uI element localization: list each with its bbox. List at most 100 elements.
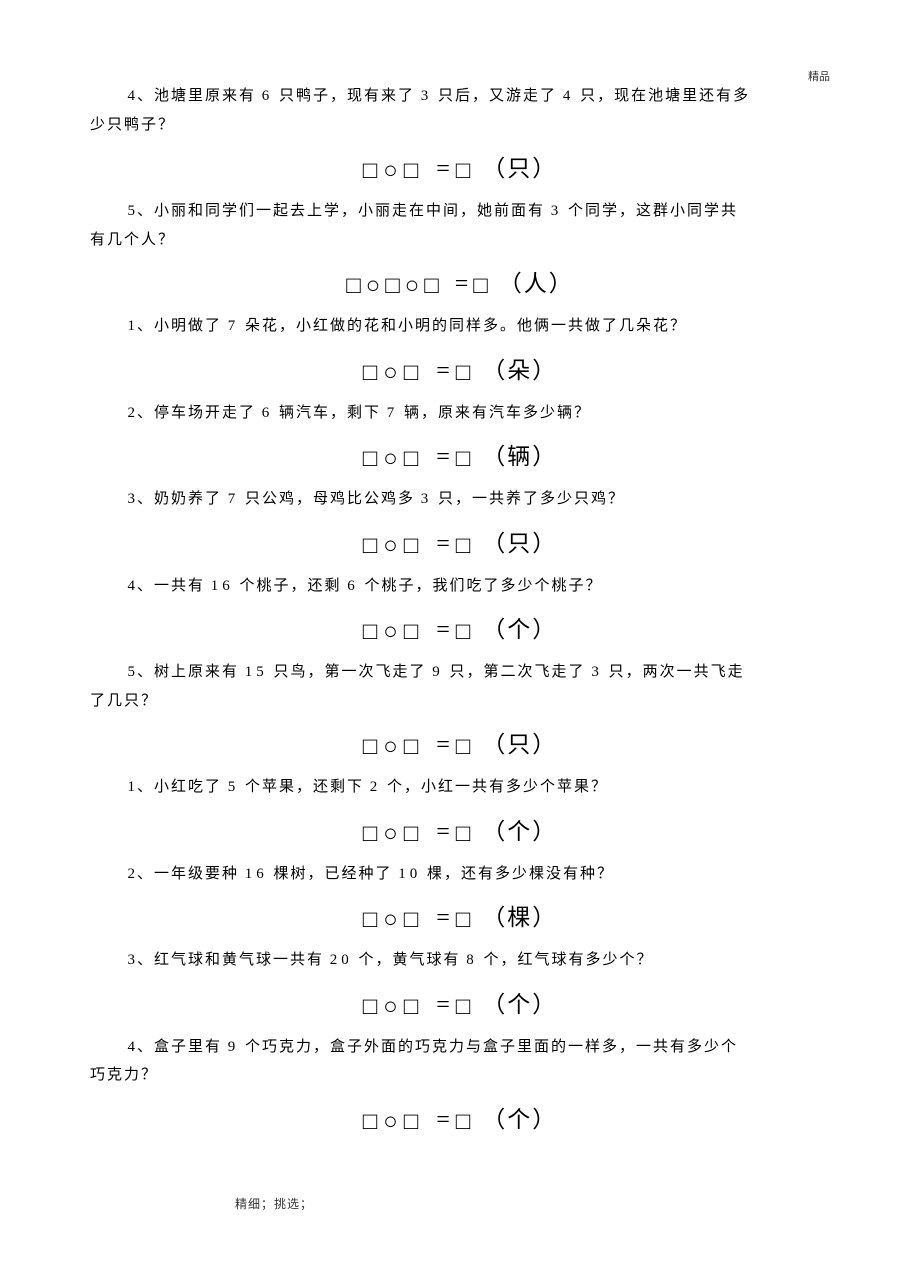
unit: （棵） bbox=[482, 905, 557, 930]
box-icon: □ bbox=[363, 1109, 384, 1136]
box-icon: □ bbox=[404, 158, 425, 185]
equals-icon: = bbox=[436, 732, 456, 758]
box-icon: □ bbox=[385, 273, 405, 300]
t: 个，红气球有多少个？ bbox=[478, 952, 654, 968]
t: 个，小红一共有多少个苹果？ bbox=[381, 779, 608, 795]
equation-line: □○□ =□（辆） bbox=[90, 437, 830, 473]
box-icon: □ bbox=[363, 619, 384, 646]
box-icon: □ bbox=[404, 619, 425, 646]
box-icon: □ bbox=[363, 734, 384, 761]
problem-text: 5、树上原来有 15 只鸟，第一次飞走了 9 只，第二次飞走了 3 只，两次一共… bbox=[90, 658, 830, 687]
t: 停车场开走了 bbox=[154, 405, 262, 421]
problem-number: 4、 bbox=[128, 578, 155, 594]
t: 池塘里原来有 bbox=[154, 88, 262, 104]
t: 树上原来有 bbox=[154, 664, 245, 680]
equals-icon: = bbox=[436, 992, 456, 1018]
box-icon: □ bbox=[363, 446, 384, 473]
t: 个桃子，我们吃了多少个桃子？ bbox=[359, 578, 603, 594]
box-icon: □ bbox=[363, 821, 384, 848]
operator-icon: ○ bbox=[366, 273, 386, 300]
problem-text: 2、停车场开走了 6 辆汽车，剩下 7 辆，原来有汽车多少辆？ bbox=[90, 399, 830, 428]
num: 8 bbox=[466, 952, 478, 968]
t: 只，两次一共飞走 bbox=[603, 664, 745, 680]
operator-icon: ○ bbox=[383, 619, 404, 646]
box-icon: □ bbox=[456, 907, 477, 934]
num: 2 bbox=[370, 779, 382, 795]
operator-icon: ○ bbox=[383, 994, 404, 1021]
box-icon: □ bbox=[404, 533, 425, 560]
num: 4 bbox=[563, 88, 575, 104]
unit: （个） bbox=[482, 1107, 557, 1132]
operator-icon: ○ bbox=[405, 273, 425, 300]
equals-icon: = bbox=[436, 905, 456, 931]
t: 只，一共养了多少只鸡？ bbox=[432, 491, 625, 507]
num: 5 bbox=[228, 779, 240, 795]
num: 6 bbox=[262, 88, 274, 104]
problem-text: 2、一年级要种 16 棵树，已经种了 10 棵，还有多少棵没有种？ bbox=[90, 860, 830, 889]
equation-line: □○□ =□（个） bbox=[90, 812, 830, 848]
equals-icon: = bbox=[436, 1107, 456, 1133]
equals-icon: = bbox=[436, 156, 456, 182]
t: 只鸟，第一次飞走了 bbox=[268, 664, 433, 680]
box-icon: □ bbox=[346, 273, 366, 300]
unit: （个） bbox=[482, 819, 557, 844]
num: 9 bbox=[432, 664, 444, 680]
box-icon: □ bbox=[473, 273, 493, 300]
box-icon: □ bbox=[456, 619, 477, 646]
unit: （朵） bbox=[482, 358, 557, 383]
t: 只，第二次飞走了 bbox=[444, 664, 592, 680]
equation-line: □○□ =□（个） bbox=[90, 610, 830, 646]
equals-icon: = bbox=[436, 531, 456, 557]
equation-line: □○□ =□（朵） bbox=[90, 351, 830, 387]
problem-number: 3、 bbox=[128, 491, 155, 507]
t: 只公鸡，母鸡比公鸡多 bbox=[239, 491, 421, 507]
t: 个苹果，还剩下 bbox=[239, 779, 370, 795]
unit: （个） bbox=[482, 617, 557, 642]
num: 7 bbox=[228, 318, 240, 334]
operator-icon: ○ bbox=[383, 821, 404, 848]
box-icon: □ bbox=[404, 994, 425, 1021]
problem-text: 3、红气球和黄气球一共有 20 个，黄气球有 8 个，红气球有多少个？ bbox=[90, 946, 830, 975]
equals-icon: = bbox=[436, 617, 456, 643]
num: 16 bbox=[211, 578, 234, 594]
num: 3 bbox=[591, 664, 603, 680]
problem-cont: 有几个人？ bbox=[90, 226, 830, 255]
num: 3 bbox=[551, 203, 563, 219]
problem-number: 5、 bbox=[128, 664, 155, 680]
problem-text: 5、小丽和同学们一起去上学，小丽走在中间，她前面有 3 个同学，这群小同学共 bbox=[90, 197, 830, 226]
unit: （辆） bbox=[482, 444, 557, 469]
t: 小红吃了 bbox=[154, 779, 228, 795]
equation-line: □○□○□ =□（人） bbox=[90, 264, 830, 300]
operator-icon: ○ bbox=[383, 360, 404, 387]
problem-number: 3、 bbox=[128, 952, 155, 968]
problem-text: 4、池塘里原来有 6 只鸭子，现有来了 3 只后，又游走了 4 只，现在池塘里还… bbox=[90, 82, 830, 111]
problem-number: 4、 bbox=[128, 1039, 155, 1055]
problem-number: 4、 bbox=[128, 88, 155, 104]
problem-text: 3、奶奶养了 7 只公鸡，母鸡比公鸡多 3 只，一共养了多少只鸡？ bbox=[90, 485, 830, 514]
num: 3 bbox=[421, 491, 433, 507]
t: 只后，又游走了 bbox=[432, 88, 563, 104]
t: 棵树，已经种了 bbox=[268, 866, 399, 882]
box-icon: □ bbox=[363, 360, 384, 387]
box-icon: □ bbox=[363, 994, 384, 1021]
box-icon: □ bbox=[456, 821, 477, 848]
t: 辆，原来有汽车多少辆？ bbox=[398, 405, 591, 421]
t: 棵，还有多少棵没有种？ bbox=[421, 866, 614, 882]
box-icon: □ bbox=[456, 360, 477, 387]
box-icon: □ bbox=[456, 1109, 477, 1136]
num: 7 bbox=[387, 405, 399, 421]
box-icon: □ bbox=[456, 533, 477, 560]
problem-cont: 少只鸭子？ bbox=[90, 111, 830, 140]
t: 个，黄气球有 bbox=[353, 952, 467, 968]
box-icon: □ bbox=[404, 446, 425, 473]
header-watermark: 精品 bbox=[808, 68, 830, 84]
t: 朵花，小红做的花和小明的同样多。他俩一共做了几朵花？ bbox=[239, 318, 687, 334]
unit: （人） bbox=[499, 271, 574, 296]
t: 盒子里有 bbox=[154, 1039, 228, 1055]
num: 16 bbox=[245, 866, 268, 882]
box-icon: □ bbox=[363, 533, 384, 560]
box-icon: □ bbox=[404, 1109, 425, 1136]
operator-icon: ○ bbox=[383, 907, 404, 934]
box-icon: □ bbox=[404, 734, 425, 761]
box-icon: □ bbox=[404, 821, 425, 848]
